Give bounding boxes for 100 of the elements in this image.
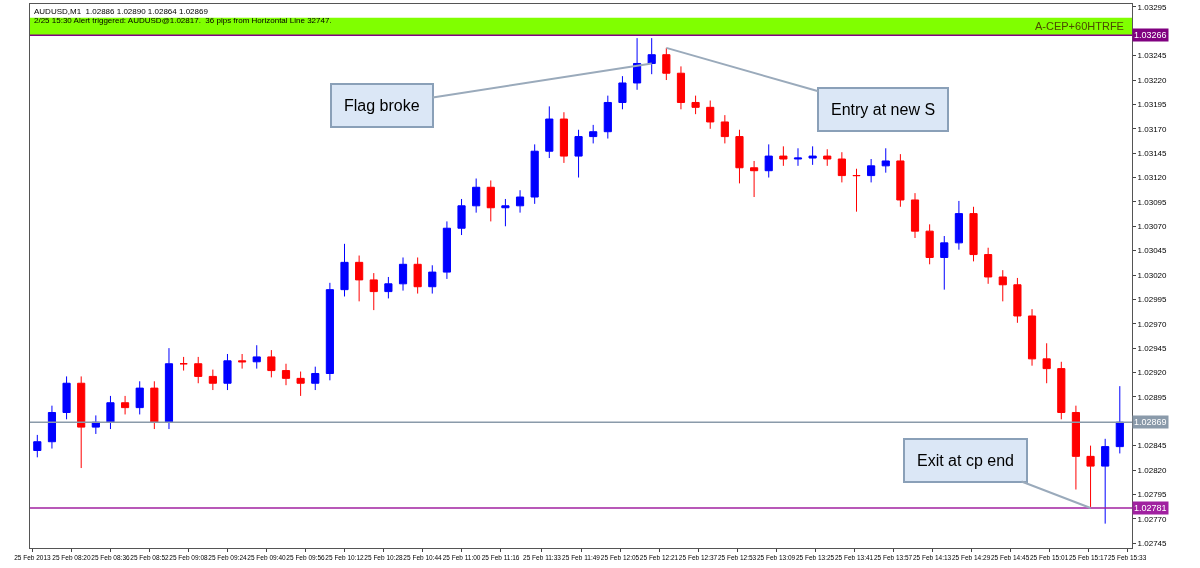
y-tick-label: 1.03170 bbox=[1137, 124, 1168, 134]
candlestick bbox=[208, 369, 217, 391]
annotation: Exit at cp end bbox=[917, 452, 1014, 469]
annotation: Flag broke bbox=[344, 97, 420, 114]
text: 2/25 15:30 Alert triggered: AUDUSD@1.02817. 36 pips from Horizontal Line 32747. bbox=[34, 16, 332, 25]
candlestick bbox=[311, 366, 320, 391]
candlestick bbox=[823, 148, 832, 167]
candlestick bbox=[662, 47, 671, 81]
candlestick bbox=[632, 37, 642, 91]
y-tick-label: 1.03045 bbox=[1137, 246, 1168, 256]
candlestick bbox=[676, 65, 686, 110]
candlestick bbox=[808, 145, 817, 166]
candlestick bbox=[954, 200, 963, 251]
candlestick bbox=[223, 353, 232, 391]
y-tick-label: 1.02920 bbox=[1137, 368, 1168, 378]
candlestick bbox=[603, 95, 612, 140]
y-tick-label: 1.03195 bbox=[1137, 100, 1168, 110]
candlestick bbox=[925, 223, 934, 265]
candlestick bbox=[969, 206, 978, 262]
candlestick bbox=[281, 363, 291, 386]
candlestick bbox=[720, 114, 729, 144]
candlestick bbox=[252, 344, 261, 370]
candlestick bbox=[1057, 361, 1066, 420]
candlestick bbox=[515, 189, 525, 214]
y-tick-label: 1.03145 bbox=[1137, 148, 1168, 158]
candlestick bbox=[647, 37, 656, 75]
candlestick bbox=[867, 158, 876, 183]
y-tick-label: 1.02970 bbox=[1137, 319, 1168, 329]
candlestick bbox=[179, 356, 188, 372]
candlestick bbox=[164, 347, 174, 430]
candlestick bbox=[545, 105, 554, 159]
y-tick-label: 1.02895 bbox=[1137, 392, 1168, 402]
y-tick-label: 1.03220 bbox=[1137, 75, 1168, 85]
candlestick bbox=[62, 375, 71, 420]
candlestick bbox=[457, 198, 466, 236]
candlestick bbox=[750, 160, 759, 198]
candlestick bbox=[121, 395, 130, 415]
candlestick bbox=[106, 395, 115, 430]
candlestick bbox=[501, 198, 510, 227]
candlestick bbox=[940, 235, 949, 291]
candlestick bbox=[706, 100, 715, 130]
candlestick bbox=[735, 129, 744, 184]
candlestick bbox=[267, 349, 276, 378]
y-tick-label: 1.03020 bbox=[1137, 270, 1168, 280]
candlestick bbox=[472, 178, 481, 214]
ref-line-label: 1.03266 bbox=[1134, 30, 1167, 40]
candlestick bbox=[238, 353, 247, 370]
candlestick bbox=[428, 264, 437, 295]
candlestick bbox=[691, 95, 700, 115]
candlestick bbox=[47, 405, 57, 450]
candlestick bbox=[589, 124, 598, 144]
candlestick bbox=[296, 371, 305, 397]
y-tick-label: 1.02945 bbox=[1137, 343, 1168, 353]
candlestick bbox=[881, 147, 890, 174]
candlestick bbox=[984, 247, 993, 285]
candlestick bbox=[33, 434, 42, 458]
candlestick bbox=[1101, 438, 1110, 525]
candlestick bbox=[910, 192, 920, 239]
y-tick-label: 1.02770 bbox=[1137, 514, 1168, 524]
candlestick bbox=[998, 269, 1007, 302]
y-tick-label: 1.02745 bbox=[1137, 538, 1168, 548]
candlestick bbox=[1071, 405, 1081, 491]
candlestick bbox=[325, 282, 334, 381]
candlestick bbox=[369, 272, 378, 311]
y-tick-label: 1.03245 bbox=[1137, 51, 1168, 61]
candlestick bbox=[77, 375, 86, 469]
y-tick-label: 1.02845 bbox=[1137, 441, 1168, 451]
candlestick bbox=[413, 256, 422, 295]
y-tick-label: 1.03095 bbox=[1137, 197, 1168, 207]
candlestick bbox=[442, 220, 451, 280]
ref-line-label: 1.02781 bbox=[1134, 503, 1167, 513]
y-tick-label: 1.03295 bbox=[1137, 2, 1168, 12]
y-tick-label: 1.03070 bbox=[1137, 222, 1168, 232]
candlestick bbox=[896, 153, 905, 208]
candlestick bbox=[135, 380, 144, 415]
y-tick-label: 1.02795 bbox=[1137, 490, 1168, 500]
candlestick bbox=[793, 147, 803, 167]
candlestick bbox=[852, 168, 861, 213]
candlestick bbox=[1042, 342, 1051, 384]
candlestick bbox=[574, 129, 583, 179]
candlestick bbox=[779, 145, 788, 167]
y-tick-label: 1.02995 bbox=[1137, 295, 1168, 305]
candlestick bbox=[559, 111, 569, 164]
candlestick bbox=[1013, 277, 1022, 324]
candlestick bbox=[150, 380, 159, 430]
candlestick bbox=[837, 151, 846, 183]
candlestick bbox=[618, 75, 627, 110]
band-label: A-CEP+60HTRFE bbox=[1035, 20, 1124, 32]
annotation: Entry at new S bbox=[831, 101, 936, 118]
candlestick bbox=[384, 276, 393, 299]
ref-line-label: 1.02869 bbox=[1134, 417, 1167, 427]
chart-title: AUDUSD,M1 1.02886 1.02890 1.02864 1.02869 bbox=[34, 7, 209, 16]
candlestick bbox=[530, 143, 539, 205]
candlestick bbox=[355, 255, 364, 302]
candlestick bbox=[1027, 308, 1037, 367]
candlestick bbox=[764, 143, 773, 179]
candlestick bbox=[194, 356, 203, 384]
y-tick-label: 1.02820 bbox=[1137, 465, 1168, 475]
candlestick bbox=[1086, 445, 1095, 509]
candlestick bbox=[340, 243, 349, 297]
